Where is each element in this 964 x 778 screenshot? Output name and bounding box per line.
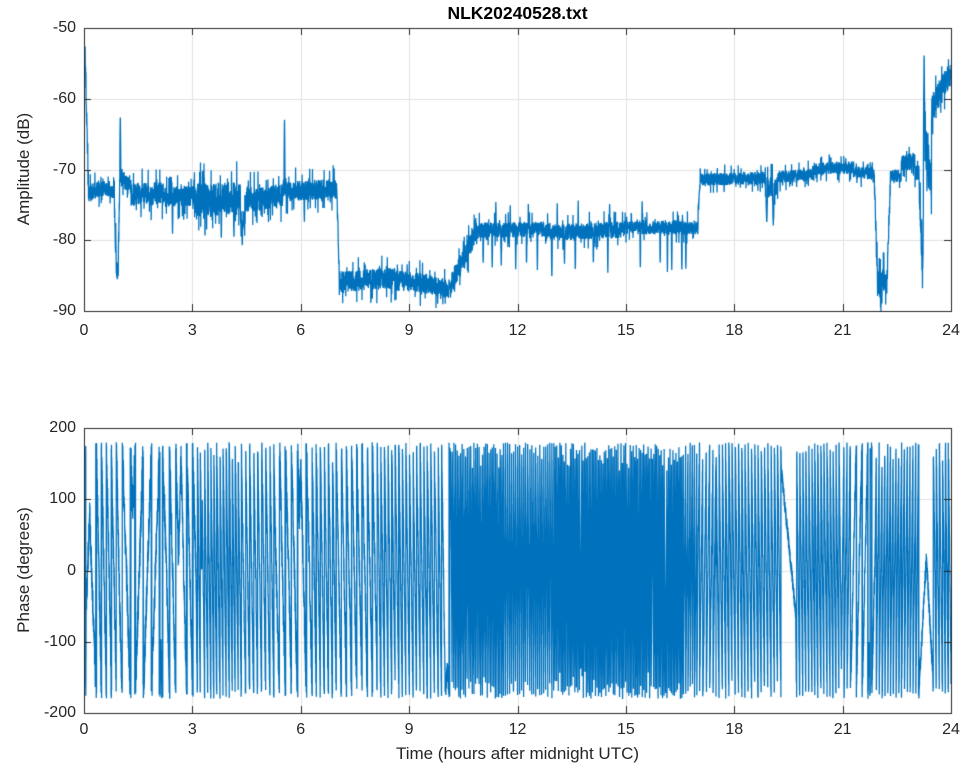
- x-tick-label: 12: [508, 322, 527, 339]
- x-tick-label: 12: [508, 721, 527, 738]
- y-tick-label: -50: [52, 19, 76, 36]
- y-tick-label: 0: [67, 561, 76, 579]
- x-tick-label: 21: [833, 322, 852, 339]
- plot-title: NLK20240528.txt: [447, 3, 588, 23]
- time-x-axis-label: Time (hours after midnight UTC): [395, 744, 640, 763]
- y-tick-label: -60: [52, 89, 76, 107]
- x-tick-label: 0: [79, 721, 89, 738]
- y-tick-label: -200: [43, 704, 76, 721]
- y-tick-label: -90: [52, 302, 76, 319]
- x-tick-label: 24: [942, 721, 960, 738]
- x-tick-label: 9: [404, 322, 414, 339]
- x-tick-label: 18: [725, 322, 744, 339]
- y-tick-label: 200: [49, 419, 76, 436]
- x-tick-label: 3: [187, 322, 197, 339]
- x-tick-label: 21: [833, 721, 852, 738]
- x-tick-label: 0: [79, 322, 89, 339]
- x-tick-label: 9: [404, 721, 414, 738]
- x-tick-label: 24: [942, 322, 960, 339]
- y-tick-label: 100: [49, 490, 76, 508]
- phase-y-axis-label: Phase (degrees): [14, 507, 33, 633]
- x-tick-label: 15: [616, 322, 635, 339]
- x-tick-label: 3: [187, 721, 197, 738]
- x-tick-label: 6: [296, 721, 306, 738]
- y-tick-label: -70: [52, 160, 76, 178]
- y-tick-label: -100: [43, 632, 76, 650]
- x-tick-label: 6: [296, 322, 306, 339]
- x-tick-label: 18: [725, 721, 744, 738]
- y-tick-label: -80: [52, 231, 76, 249]
- x-tick-label: 15: [616, 721, 635, 738]
- amplitude-y-axis-label: Amplitude (dB): [14, 112, 33, 226]
